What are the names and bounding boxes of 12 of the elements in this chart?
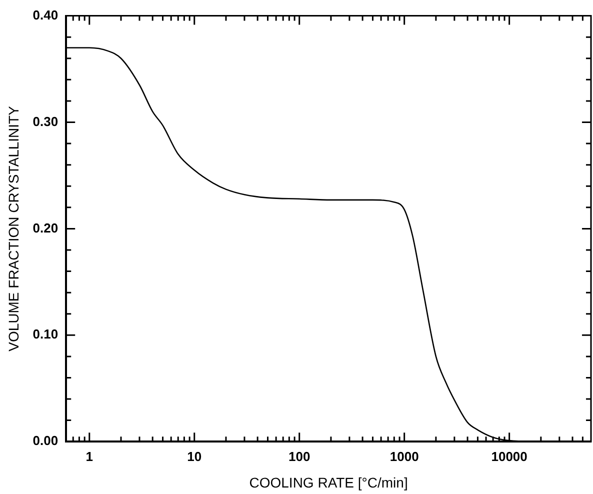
y-tick-label: 0.10: [32, 326, 58, 342]
x-tick-label: 1: [86, 448, 94, 464]
x-axis-title: COOLING RATE [°C/min]: [249, 474, 408, 490]
y-tick-label: 0.00: [32, 433, 58, 448]
y-axis-title: VOLUME FRACTION CRYSTALLINITY: [5, 105, 22, 352]
x-tick-label: 100: [288, 448, 310, 464]
y-tick-label: 0.20: [32, 220, 58, 236]
x-tick-label: 1000: [390, 448, 419, 464]
x-tick-label: 10: [187, 448, 202, 464]
x-tick-label: 10000: [491, 448, 528, 464]
y-tick-label: 0.40: [32, 7, 58, 22]
y-tick-label: 0.30: [32, 114, 58, 129]
